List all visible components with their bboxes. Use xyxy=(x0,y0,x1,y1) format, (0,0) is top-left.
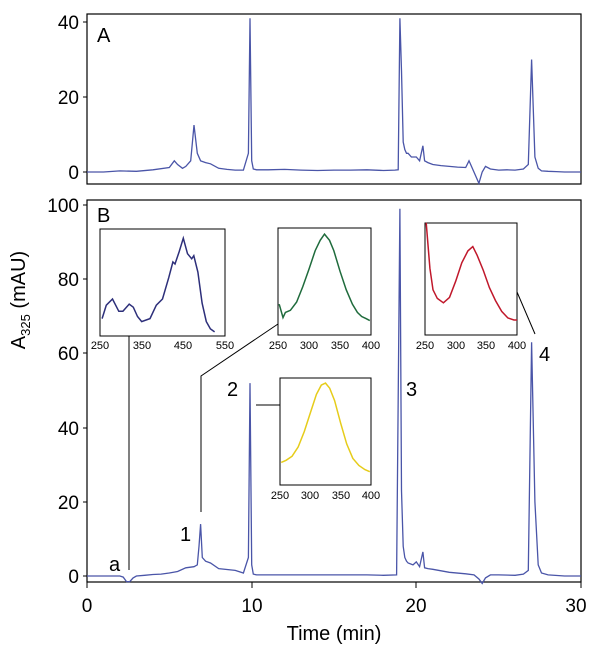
inset-2-trace xyxy=(280,382,371,473)
panel-a-ytick-label-20: 20 xyxy=(58,88,79,109)
leader-line-4 xyxy=(516,291,536,335)
inset-1-xtick-350: 350 xyxy=(331,340,349,352)
inset-2-xtick-350: 350 xyxy=(332,490,350,502)
inset-spectrum-4: 250 300 350 400 xyxy=(416,222,526,352)
panel-a-ytick-label-40: 40 xyxy=(58,13,79,34)
x-axis-title: Time (min) xyxy=(287,623,382,645)
inset-4-xtick-250: 250 xyxy=(416,340,434,352)
inset-2-xtick-250: 250 xyxy=(271,490,289,502)
panel-b-xtick-label-0: 0 xyxy=(82,596,93,617)
peak-label-1: 1 xyxy=(180,524,191,546)
peak-label-a: a xyxy=(109,554,121,576)
y-axis-title: A325 (mAU) xyxy=(8,251,33,349)
panel-a-ytick-label-0: 0 xyxy=(68,163,79,184)
y-axis-title-main: A xyxy=(8,335,30,349)
inset-spectrum-a: 250 350 450 550 xyxy=(91,228,234,352)
peak-label-3: 3 xyxy=(406,379,417,401)
inset-2-xtick-300: 300 xyxy=(301,490,319,502)
panel-b-ytick-label-0: 0 xyxy=(68,567,79,588)
panel-b-label: B xyxy=(97,205,110,227)
inset-2-frame xyxy=(279,377,372,486)
panel-b-frame xyxy=(86,199,582,583)
panel-b-xtick-label-20: 20 xyxy=(405,596,426,617)
inset-4-frame xyxy=(424,222,518,336)
inset-a-xtick-250: 250 xyxy=(91,340,109,352)
panel-b-ytick-label-40: 40 xyxy=(58,419,79,440)
panel-a-label: A xyxy=(97,25,111,47)
panel-a: A 0 20 40 xyxy=(58,13,582,186)
inset-4-xtick-400: 400 xyxy=(508,340,526,352)
inset-1-xtick-300: 300 xyxy=(300,340,318,352)
panel-b-ytick-label-60: 60 xyxy=(58,344,79,365)
inset-1-trace xyxy=(278,232,371,322)
inset-2-xtick-400: 400 xyxy=(362,490,380,502)
inset-a-xtick-350: 350 xyxy=(133,340,151,352)
panel-a-trace xyxy=(87,18,581,186)
inset-4-xtick-300: 300 xyxy=(447,340,465,352)
inset-a-xtick-450: 450 xyxy=(174,340,192,352)
panel-b-ytick-label-100: 100 xyxy=(47,196,79,217)
panel-b-xtick-label-10: 10 xyxy=(241,596,262,617)
inset-4-trace xyxy=(425,222,517,321)
panel-a-frame xyxy=(86,13,582,185)
panel-b-ytick-label-20: 20 xyxy=(58,493,79,514)
panel-b-ytick-label-80: 80 xyxy=(58,270,79,291)
inset-a-xtick-550: 550 xyxy=(216,340,234,352)
inset-spectrum-2: 250 300 350 400 xyxy=(271,377,380,502)
inset-1-frame xyxy=(277,227,372,336)
inset-4-xtick-350: 350 xyxy=(477,340,495,352)
panel-b: B 0 20 40 60 80 100 0 10 20 30 Time (min… xyxy=(8,196,587,645)
inset-1-xtick-250: 250 xyxy=(269,340,287,352)
inset-a-trace xyxy=(101,235,216,333)
peak-label-4: 4 xyxy=(539,344,550,366)
peak-label-2: 2 xyxy=(227,379,238,401)
inset-spectrum-1: 250 300 350 400 xyxy=(269,227,380,352)
inset-1-xtick-400: 400 xyxy=(362,340,380,352)
y-axis-title-sub: 325 xyxy=(18,314,33,336)
panel-b-trace xyxy=(87,208,581,585)
panel-b-xtick-label-30: 30 xyxy=(565,596,586,617)
y-axis-title-unit: (mAU) xyxy=(8,251,30,314)
leader-line-1 xyxy=(200,323,279,512)
inset-a-frame xyxy=(99,228,226,337)
